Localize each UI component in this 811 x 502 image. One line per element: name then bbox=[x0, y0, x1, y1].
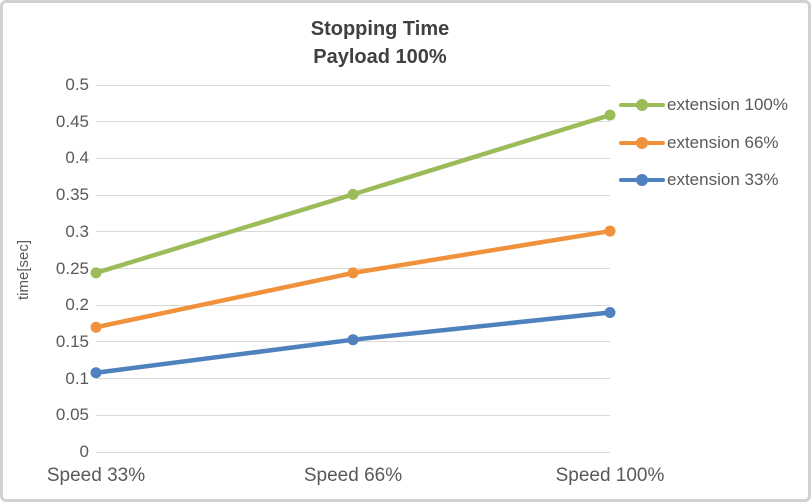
plot-area bbox=[90, 109, 616, 379]
y-tick-label: 0.25 bbox=[55, 258, 89, 278]
legend-label: extension 66% bbox=[667, 132, 779, 152]
data-point-extension-33-speed-66 bbox=[347, 334, 359, 346]
y-tick-label: 0.4 bbox=[65, 148, 89, 168]
x-category-label-speed-33: Speed 33% bbox=[46, 465, 146, 486]
legend-item-extension-100: extension 100% bbox=[619, 94, 788, 116]
series-line-extension-66 bbox=[93, 228, 613, 330]
chart-title: Stopping Time bbox=[310, 18, 450, 40]
x-category-label-speed-100: Speed 100% bbox=[555, 465, 665, 486]
gridline-0.1 bbox=[96, 378, 610, 380]
y-tick-label: 0.35 bbox=[55, 185, 89, 205]
data-point-extension-33-speed-100 bbox=[604, 307, 616, 319]
legend-label: extension 100% bbox=[667, 95, 788, 114]
legend-line-marker-icon bbox=[619, 169, 665, 191]
y-tick-label: 0.5 bbox=[65, 75, 89, 94]
data-point-extension-66-speed-33 bbox=[90, 321, 102, 333]
y-tick-label: 0.45 bbox=[55, 111, 89, 131]
data-point-extension-33-speed-33 bbox=[90, 367, 102, 379]
x-category-label-speed-66: Speed 66% bbox=[303, 465, 403, 486]
gridline-0.45 bbox=[96, 121, 610, 123]
gridline-0.4 bbox=[96, 157, 610, 159]
y-tick-label: 0.2 bbox=[65, 295, 89, 315]
data-point-extension-66-speed-66 bbox=[347, 267, 359, 279]
y-tick-label: 0.15 bbox=[55, 331, 89, 351]
data-point-extension-100-speed-33 bbox=[90, 267, 102, 279]
y-tick-label: 0.05 bbox=[55, 405, 89, 425]
legend-label: extension 33% bbox=[667, 170, 779, 189]
data-point-extension-100-speed-66 bbox=[347, 188, 359, 200]
y-tick-label: 0.3 bbox=[65, 221, 89, 241]
legend-item-extension-33: extension 33% bbox=[619, 169, 779, 191]
legend-line-marker-icon bbox=[619, 94, 665, 116]
gridline-0.3 bbox=[96, 231, 610, 233]
gridline-0 bbox=[96, 451, 610, 453]
legend-item-extension-66: extension 66% bbox=[619, 132, 779, 154]
data-point-extension-100-speed-100 bbox=[604, 109, 616, 121]
chart-subtitle: Payload 100% bbox=[313, 46, 447, 68]
y-tick-label: 0 bbox=[79, 442, 89, 461]
legend-line-marker-icon bbox=[619, 132, 665, 154]
y-tick-label: 0.1 bbox=[65, 368, 89, 388]
data-point-extension-66-speed-100 bbox=[604, 225, 616, 237]
gridline-0.5 bbox=[96, 84, 610, 86]
gridline-0.05 bbox=[96, 414, 610, 416]
gridline-0.2 bbox=[96, 304, 610, 306]
